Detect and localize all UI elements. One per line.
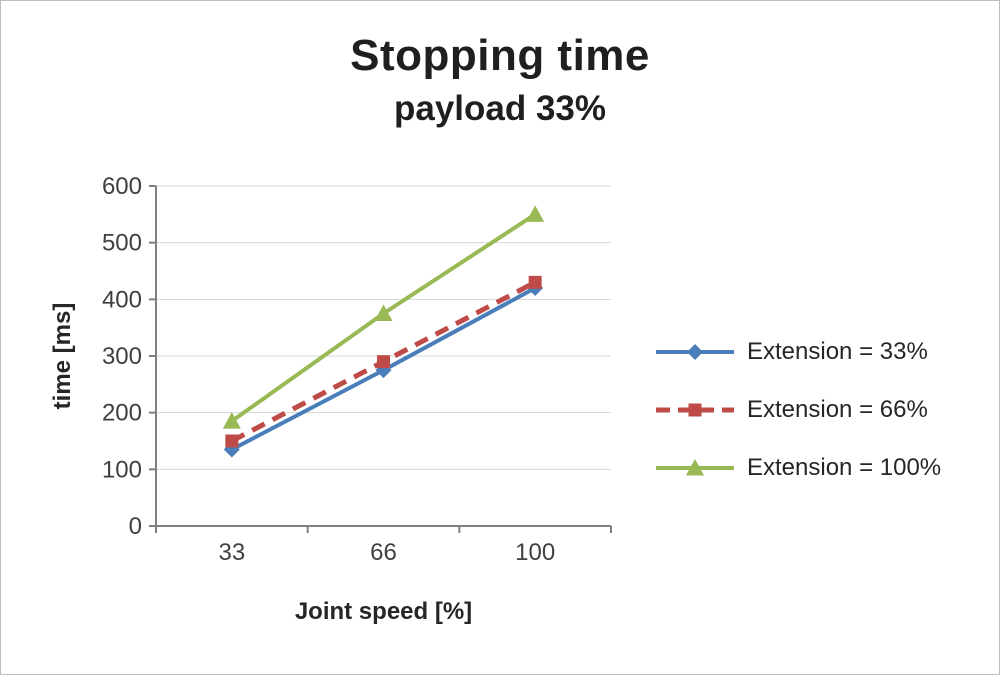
svg-text:300: 300 <box>102 343 142 370</box>
legend-label-extension-33: Extension = 33% <box>747 338 928 365</box>
chart-subtitle: payload 33% <box>393 89 607 128</box>
svg-text:500: 500 <box>102 230 142 257</box>
svg-text:400: 400 <box>102 286 142 313</box>
legend-item-extension-66: Extension = 66% <box>653 396 941 423</box>
svg-text:100: 100 <box>515 539 555 566</box>
svg-text:100: 100 <box>102 456 142 483</box>
chart-legend: Extension = 33% Extension = 66% Extensio… <box>653 338 942 481</box>
svg-text:0: 0 <box>129 513 142 540</box>
svg-text:600: 600 <box>102 173 142 200</box>
x-axis-title: Joint speed [%] <box>294 598 473 625</box>
legend-sample-extension-66 <box>656 403 734 417</box>
legend-item-extension-33: Extension = 33% <box>653 338 941 365</box>
legend-label-extension-100: Extension = 100% <box>747 454 942 481</box>
legend-item-extension-100: Extension = 100% <box>653 454 942 481</box>
plot-area: 0 100 200 300 400 500 600 33 66 100 <box>102 173 612 566</box>
svg-text:33: 33 <box>218 539 245 566</box>
svg-text:66: 66 <box>370 539 397 566</box>
chart-title: Stopping time <box>350 31 650 80</box>
svg-text:200: 200 <box>102 400 142 427</box>
legend-sample-extension-100 <box>656 459 734 476</box>
legend-sample-extension-33 <box>656 344 734 360</box>
y-axis-title: time [ms] <box>49 302 76 410</box>
legend-label-extension-66: Extension = 66% <box>747 396 928 423</box>
